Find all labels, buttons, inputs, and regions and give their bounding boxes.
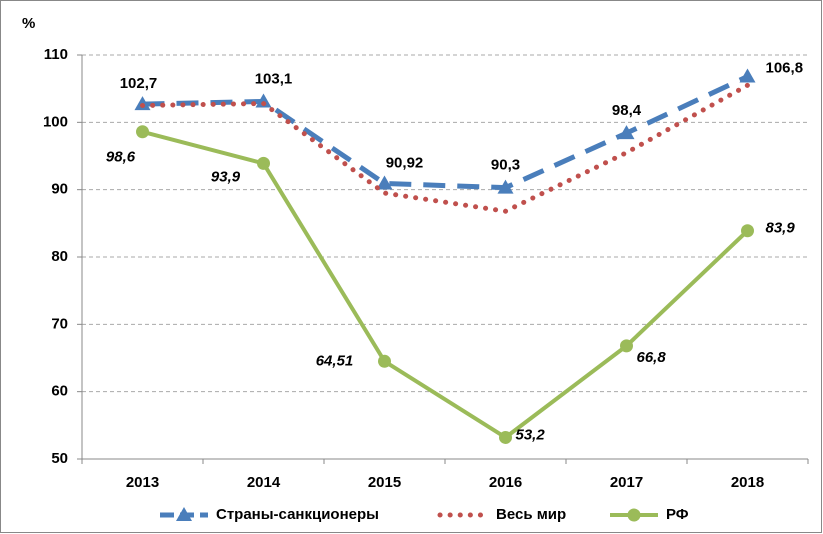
point	[376, 175, 393, 190]
data-label: 98,4	[612, 102, 642, 119]
data-label: 93,9	[211, 168, 241, 185]
x-tick-label: 2017	[610, 474, 643, 491]
legend-marker	[176, 507, 192, 521]
point	[255, 93, 272, 108]
data-label: 90,3	[491, 157, 520, 174]
x-tick-label: 2013	[126, 474, 159, 491]
x-tick-label: 2016	[489, 474, 522, 491]
y-tick-label: 50	[51, 450, 68, 467]
point	[136, 125, 149, 139]
point	[618, 125, 635, 140]
data-label: 102,7	[120, 75, 158, 92]
data-label: 66,8	[637, 349, 667, 366]
x-tick-label: 2018	[731, 474, 764, 491]
legend-label: Страны-санкционеры	[216, 506, 379, 523]
x-tick-label: 2015	[368, 474, 401, 491]
data-label: 90,92	[386, 154, 424, 171]
series-line	[140, 82, 750, 214]
point	[739, 68, 756, 83]
data-label: 53,2	[516, 426, 546, 443]
y-tick-label: 70	[51, 315, 68, 332]
data-label: 103,1	[255, 70, 293, 87]
y-tick-label: 90	[51, 181, 68, 198]
series-line	[141, 129, 749, 440]
x-tick-label: 2014	[247, 474, 281, 491]
legend-marker	[627, 508, 641, 522]
y-tick-label: 60	[51, 383, 68, 400]
y-tick-label: 80	[51, 248, 68, 265]
data-label: 83,9	[766, 220, 796, 237]
y-axis-label: %	[22, 15, 35, 32]
point	[378, 354, 391, 368]
series-line	[142, 74, 749, 191]
point	[499, 430, 512, 444]
point	[620, 339, 633, 353]
legend-label: Весь мир	[496, 506, 566, 523]
point	[497, 179, 514, 194]
point	[257, 156, 270, 170]
y-tick-label: 100	[43, 113, 68, 130]
data-label: 106,8	[766, 60, 804, 77]
legend-label: РФ	[666, 506, 689, 523]
data-label: 98,6	[106, 149, 136, 166]
y-tick-label: 110	[44, 46, 68, 63]
data-label: 64,51	[316, 352, 354, 369]
point	[741, 224, 754, 238]
